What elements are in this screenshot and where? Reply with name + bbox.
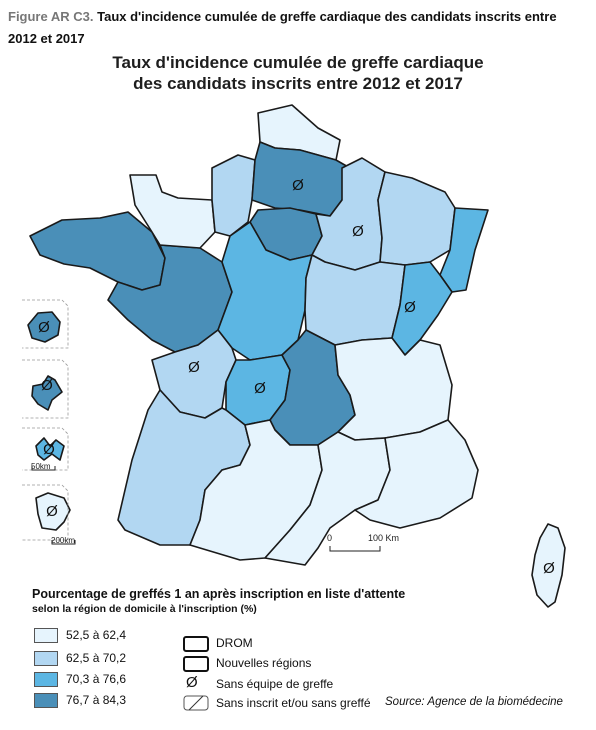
no-team-icon: Ø xyxy=(543,560,555,577)
no-team-icon: Ø xyxy=(404,299,416,316)
legend-subtitle: selon la région de domicile à l'inscript… xyxy=(32,603,257,615)
hatched-legend-swatch xyxy=(183,695,209,711)
legend-swatch-2 xyxy=(34,672,58,687)
legend-label-3: 76,7 à 84,3 xyxy=(66,693,127,707)
map-scale-bar xyxy=(329,546,381,552)
no-team-legend-label: Sans équipe de greffe xyxy=(216,677,334,691)
figure-caption: Figure AR C3. Taux d'incidence cumulée d… xyxy=(8,6,588,50)
region-languedoc-roussillon xyxy=(264,431,391,566)
drom-legend-swatch xyxy=(183,636,209,652)
drom-scale-bars xyxy=(31,466,76,545)
no-team-legend-icon: Ø xyxy=(186,674,198,691)
region-alsace xyxy=(439,207,489,293)
figure-caption-prefix: Figure AR C3. xyxy=(8,9,94,24)
drom-reunion xyxy=(27,311,61,343)
legend-label-0: 52,5 à 62,4 xyxy=(66,628,127,642)
drom-scale-label-200: 200km xyxy=(51,536,75,545)
no-team-icon: Ø xyxy=(38,319,50,336)
legend-label-2: 70,3 à 76,6 xyxy=(66,672,127,686)
drom-frames xyxy=(22,299,69,541)
hatched-legend-label: Sans inscrit et/ou sans greffé xyxy=(216,696,371,710)
no-team-icon: Ø xyxy=(188,359,200,376)
region-franche-comte xyxy=(391,261,453,356)
region-paca xyxy=(354,419,479,529)
new-regions-legend-swatch xyxy=(183,656,209,672)
region-rhone-alpes xyxy=(334,337,453,441)
no-team-icon: Ø xyxy=(41,377,53,394)
map-title-line1: Taux d'incidence cumulée de greffe cardi… xyxy=(112,53,484,72)
drom-scale-label-50: 50km xyxy=(31,462,51,471)
legend-swatch-0 xyxy=(34,628,58,643)
legend-label-1: 62,5 à 70,2 xyxy=(66,651,127,665)
drom-legend-label: DROM xyxy=(216,636,253,650)
region-corse xyxy=(531,523,566,608)
map-title-line2: des candidats inscrits entre 2012 et 201… xyxy=(133,74,463,93)
figure-caption-text: Taux d'incidence cumulée de greffe cardi… xyxy=(8,9,557,46)
scale-label-zero: 0 xyxy=(327,533,332,543)
new-regions-legend-label: Nouvelles régions xyxy=(216,656,312,670)
old-region-borders xyxy=(134,199,383,506)
no-team-icon: Ø xyxy=(352,223,364,240)
no-team-icon: Ø xyxy=(46,503,58,520)
legend-swatch-3 xyxy=(34,693,58,708)
region-poitou-charentes xyxy=(151,329,237,419)
drom-guadeloupe xyxy=(35,437,65,461)
drom-guyane xyxy=(35,492,71,531)
drom-martinique xyxy=(31,375,63,411)
source-note: Source: Agence de la biomédecine xyxy=(385,696,563,708)
scale-label-100: 100 Km xyxy=(368,533,399,543)
no-team-icon: Ø xyxy=(292,177,304,194)
no-team-icon: Ø xyxy=(254,380,266,397)
legend-swatch-1 xyxy=(34,651,58,666)
region-bretagne xyxy=(29,211,166,291)
legend-title: Pourcentage de greffés 1 an après inscri… xyxy=(32,587,406,601)
region-lorraine xyxy=(377,171,456,266)
no-team-icon: Ø xyxy=(43,441,55,458)
no-team-symbols: Ø Ø Ø Ø Ø Ø Ø Ø Ø Ø xyxy=(38,177,555,577)
map-title: Taux d'incidence cumulée de greffe cardi… xyxy=(0,52,596,94)
region-haute-normandie xyxy=(211,154,256,237)
